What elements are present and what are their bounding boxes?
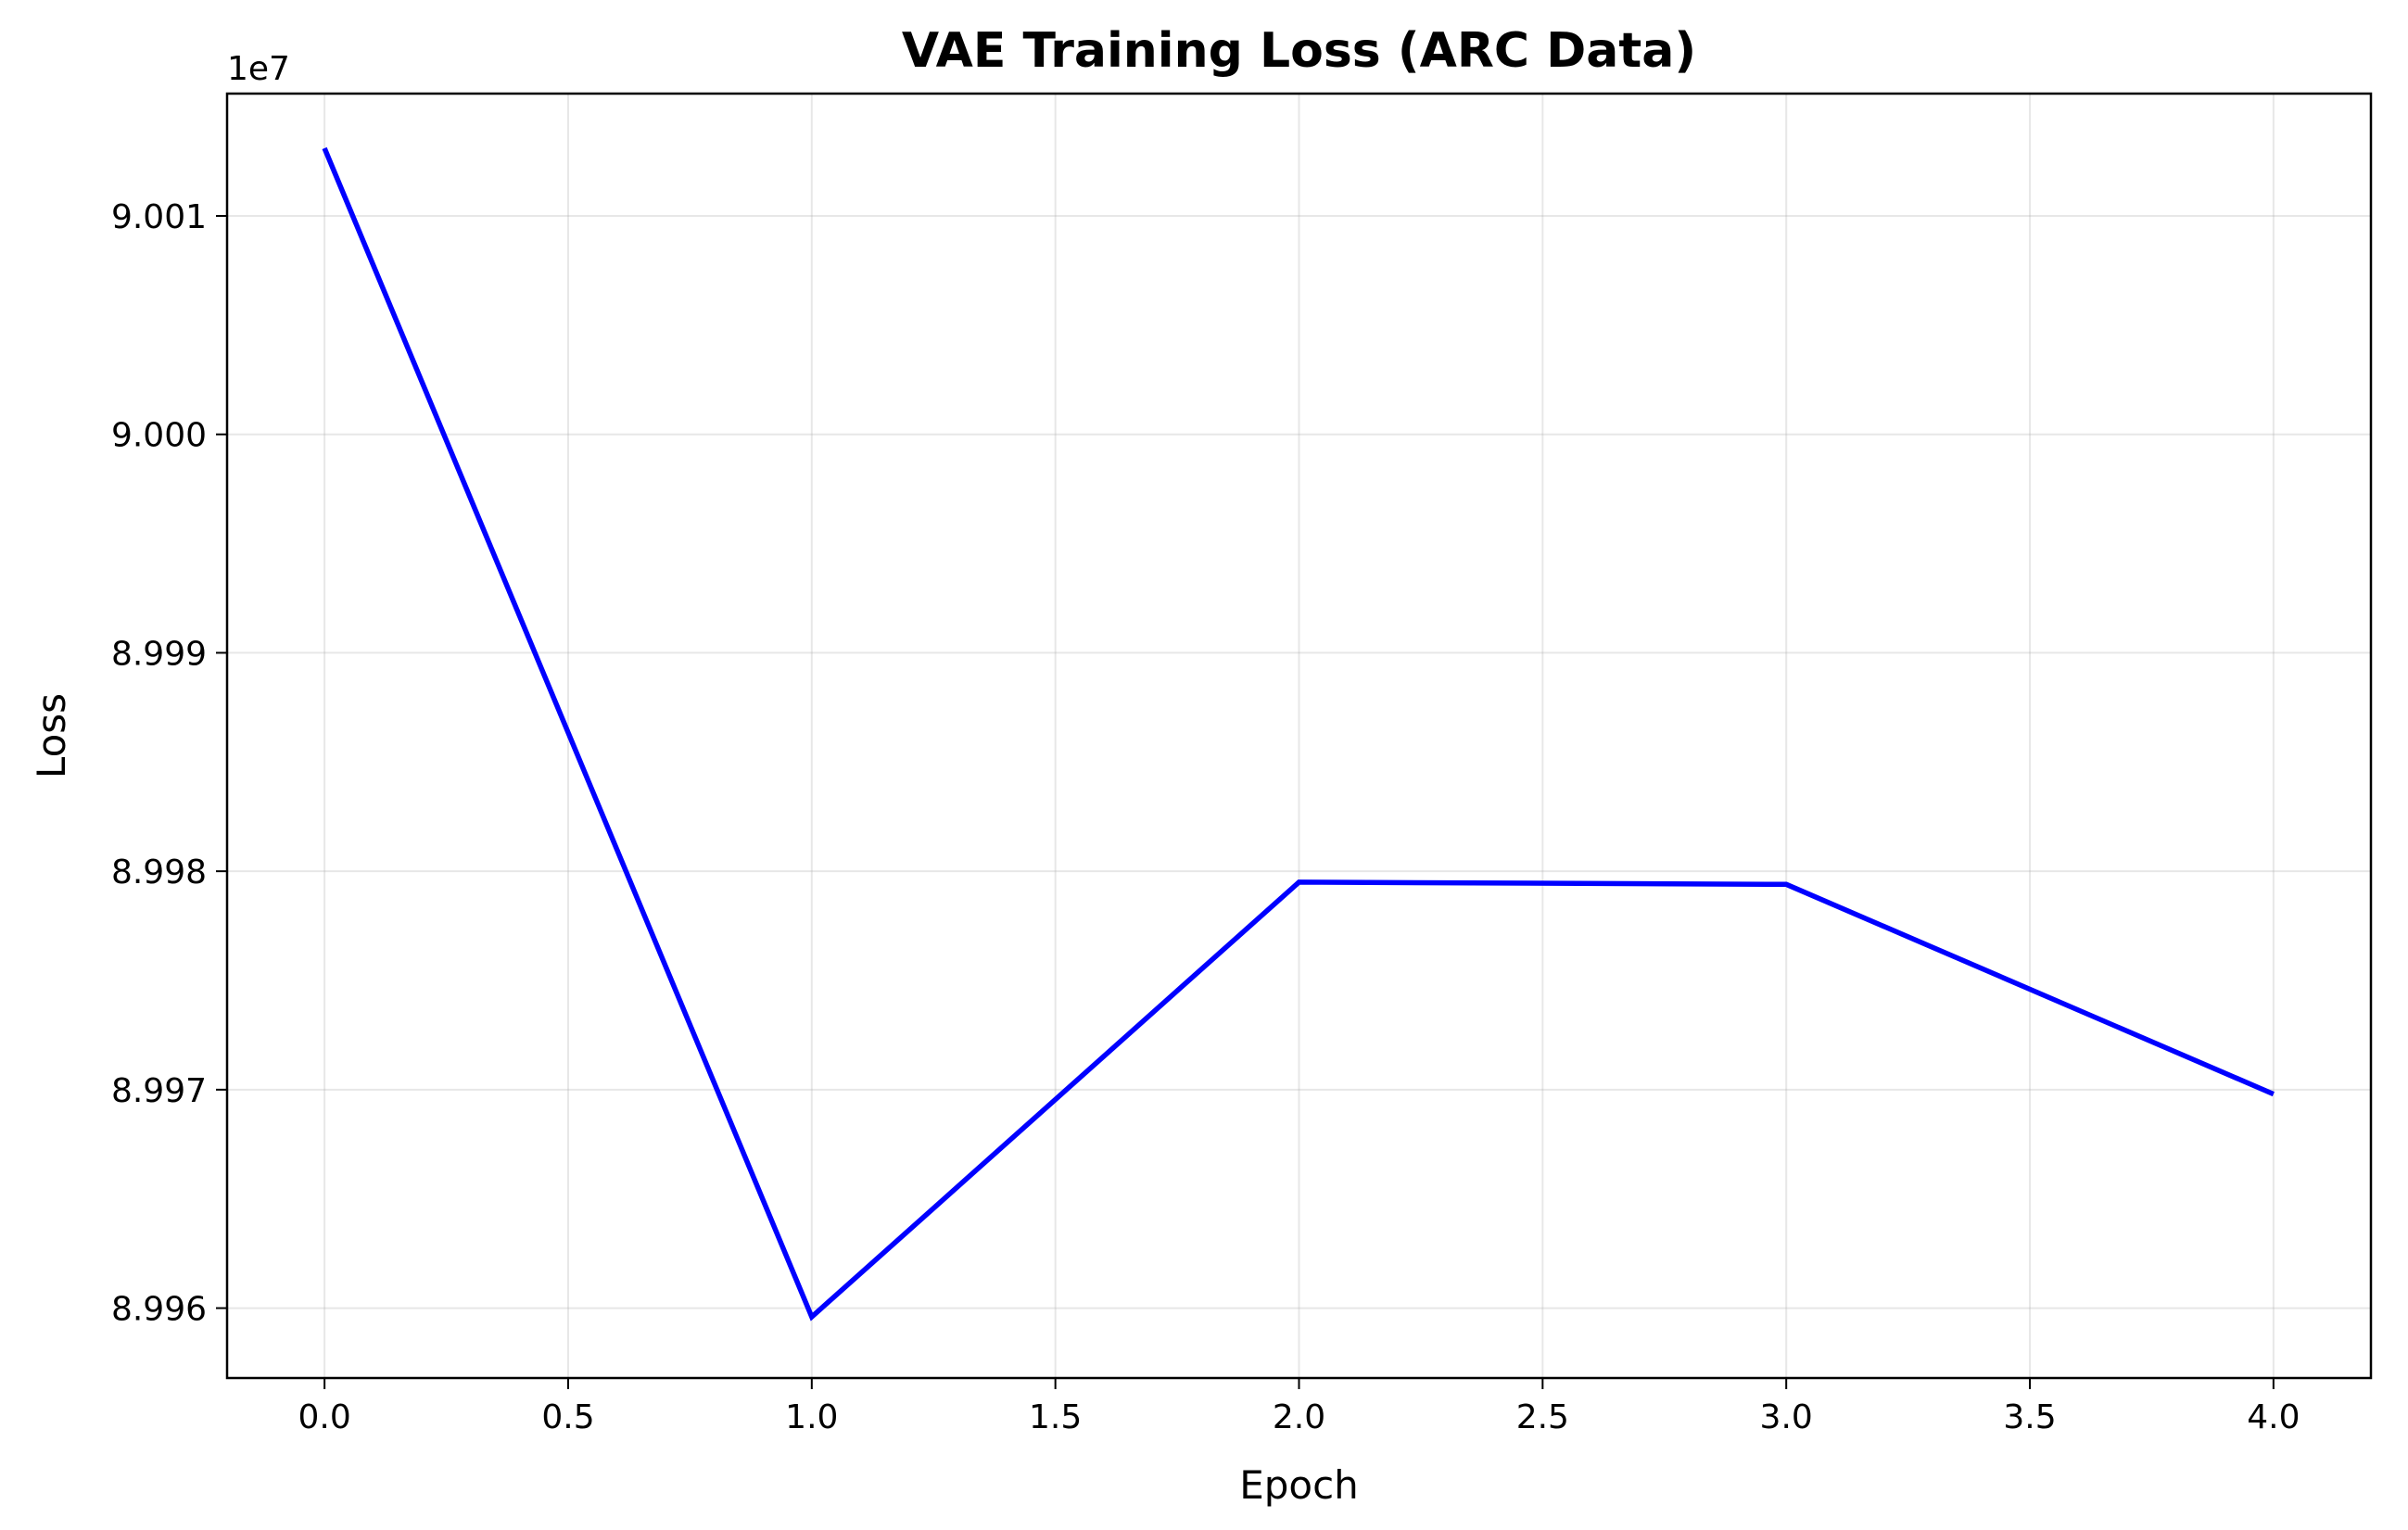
x-axis-label: Epoch xyxy=(1239,1462,1359,1508)
chart-title: VAE Training Loss (ARC Data) xyxy=(902,23,1696,79)
y-tick-label: 9.000 xyxy=(111,417,207,455)
x-tick-label: 4.0 xyxy=(2247,1398,2300,1436)
y-axis-label: Loss xyxy=(29,693,74,778)
y-tick-label: 8.997 xyxy=(111,1072,207,1110)
grid xyxy=(227,94,2371,1378)
x-tick-label: 0.0 xyxy=(298,1398,351,1436)
series-line-loss xyxy=(322,146,2275,1321)
x-tick-label: 2.5 xyxy=(1516,1398,1569,1436)
x-tick-label: 1.5 xyxy=(1029,1398,1082,1436)
y-axis-ticks: 8.996 8.997 8.998 8.999 9.000 9.001 xyxy=(111,198,227,1329)
series-layer xyxy=(322,146,2275,1321)
x-tick-label: 0.5 xyxy=(541,1398,594,1436)
y-axis-offset-label: 1e7 xyxy=(227,50,290,88)
y-tick-label: 8.996 xyxy=(111,1291,207,1329)
y-tick-label: 9.001 xyxy=(111,198,207,236)
x-tick-label: 1.0 xyxy=(785,1398,838,1436)
y-tick-label: 8.999 xyxy=(111,635,207,673)
x-tick-label: 3.5 xyxy=(2003,1398,2056,1436)
x-axis-ticks: 0.0 0.5 1.0 1.5 2.0 2.5 3.0 3.5 4.0 xyxy=(298,1378,2300,1436)
y-tick-label: 8.998 xyxy=(111,854,207,891)
x-tick-label: 2.0 xyxy=(1273,1398,1325,1436)
x-tick-label: 3.0 xyxy=(1760,1398,1813,1436)
